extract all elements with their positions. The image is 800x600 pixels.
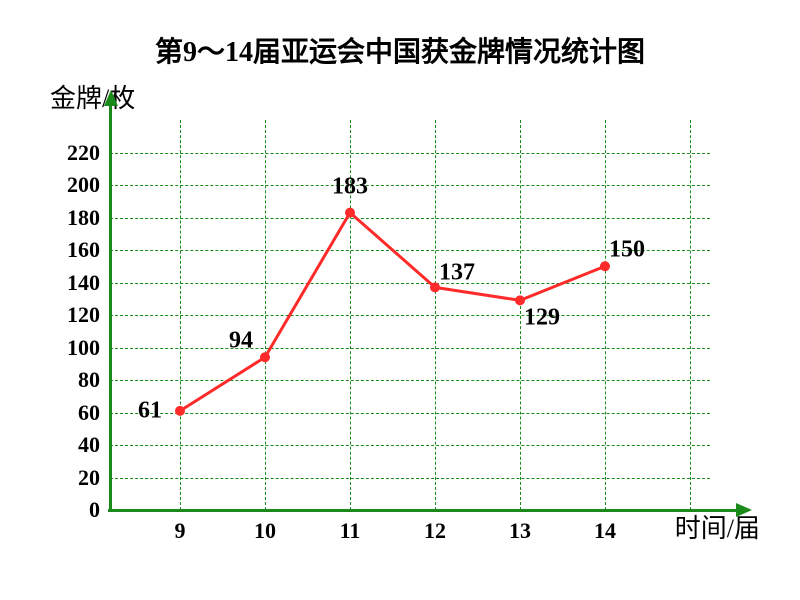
data-marker — [345, 208, 355, 218]
y-tick-label: 60 — [40, 400, 100, 426]
y-tick-label: 160 — [40, 237, 100, 263]
data-marker — [260, 352, 270, 362]
data-marker — [515, 295, 525, 305]
y-tick-label: 40 — [40, 432, 100, 458]
y-tick-label: 80 — [40, 367, 100, 393]
y-tick-label: 220 — [40, 140, 100, 166]
y-tick-label: 180 — [40, 205, 100, 231]
x-tick-label: 13 — [490, 518, 550, 544]
data-point-label: 61 — [138, 397, 162, 424]
chart-title: 第9～14届亚运会中国获金牌情况统计图 — [0, 30, 800, 70]
data-point-label: 137 — [439, 260, 475, 287]
y-axis-arrow — [104, 90, 118, 106]
y-tick-label: 0 — [40, 497, 100, 523]
x-tick-label: 10 — [235, 518, 295, 544]
data-point-label: 129 — [524, 305, 560, 332]
plot-area: 0204060801001201401601802002209101112131… — [110, 120, 710, 510]
y-tick-label: 120 — [40, 302, 100, 328]
y-tick-label: 20 — [40, 465, 100, 491]
data-marker — [175, 406, 185, 416]
y-axis-label: 金牌/枚 — [50, 78, 135, 115]
y-tick-label: 100 — [40, 335, 100, 361]
data-point-label: 183 — [332, 173, 368, 200]
x-tick-label: 14 — [575, 518, 635, 544]
data-point-label: 94 — [229, 328, 253, 355]
x-tick-label: 12 — [405, 518, 465, 544]
line-series — [110, 120, 710, 510]
y-tick-label: 200 — [40, 172, 100, 198]
x-axis-arrow — [736, 503, 752, 517]
x-tick-label: 9 — [150, 518, 210, 544]
data-point-label: 150 — [609, 237, 645, 264]
x-tick-label: 11 — [320, 518, 380, 544]
chart-container: 第9～14届亚运会中国获金牌情况统计图 金牌/枚 时间/届 0204060801… — [0, 0, 800, 600]
y-tick-label: 140 — [40, 270, 100, 296]
